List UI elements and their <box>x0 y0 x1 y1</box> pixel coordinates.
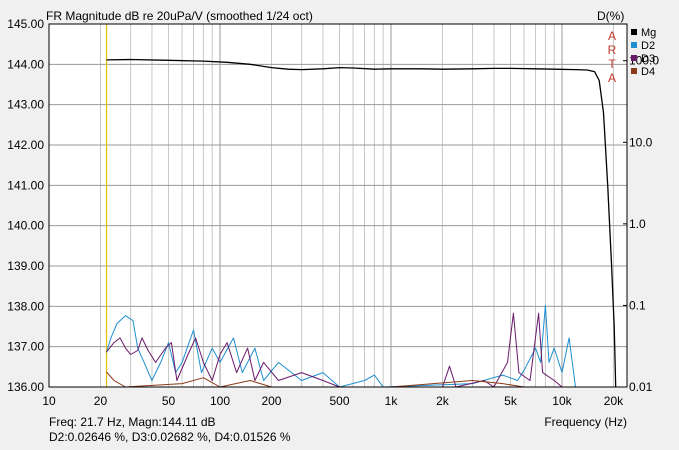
x-tick-label: 500 <box>330 394 350 408</box>
x-tick-label: 20 <box>94 394 108 408</box>
x-axis-title: Frequency (Hz) <box>544 415 627 429</box>
right-axis-title: D(%) <box>597 9 624 23</box>
legend-swatch-mg <box>631 29 637 35</box>
x-tick-label: 10 <box>42 394 56 408</box>
legend-label-d3: D3 <box>641 53 655 65</box>
x-tick-label: 10k <box>552 394 572 408</box>
x-tick-label: 5k <box>504 394 518 408</box>
series-mg-line <box>106 58 617 388</box>
legend-swatch-d2 <box>631 42 637 48</box>
x-tick-label: 1k <box>385 394 399 408</box>
y2-tick-label: 10.0 <box>629 135 653 149</box>
watermark-letter: A <box>608 71 616 85</box>
watermark-letter: T <box>608 57 616 71</box>
legend-label-mg: Mg <box>641 27 656 39</box>
y-tick-label: 137.00 <box>7 340 44 354</box>
y-tick-label: 145.00 <box>7 17 44 31</box>
cursor-readout-freq: Freq: 21.7 Hz, Magn:144.11 dB <box>49 415 216 429</box>
y-tick-label: 136.00 <box>7 380 44 394</box>
y-tick-label: 138.00 <box>7 299 44 313</box>
x-tick-label: 200 <box>261 394 281 408</box>
legend-label-d2: D2 <box>641 40 655 52</box>
plot-area[interactable] <box>49 24 627 387</box>
x-tick-label: 2k <box>436 394 450 408</box>
x-tick-label: 100 <box>210 394 230 408</box>
series-d4-line <box>106 371 525 388</box>
y-tick-label: 139.00 <box>7 259 44 273</box>
legend-label-d4: D4 <box>641 66 655 78</box>
grid <box>49 24 627 387</box>
cursor-readout-distortion: D2:0.02646 %, D3:0.02682 %, D4:0.01526 % <box>49 430 291 444</box>
y-tick-label: 143.00 <box>7 98 44 112</box>
y2-tick-label: 1.0 <box>629 217 646 231</box>
y2-tick-label: 0.01 <box>629 380 653 394</box>
x-tick-label: 50 <box>162 394 176 408</box>
series-d3-line <box>106 312 563 388</box>
y-tick-label: 141.00 <box>7 178 44 192</box>
y2-tick-label: 0.1 <box>629 298 646 312</box>
x-tick-label: 20k <box>604 394 624 408</box>
chart-title: FR Magnitude dB re 20uPa/V (smoothed 1/2… <box>46 9 313 23</box>
y-tick-label: 142.00 <box>7 138 44 152</box>
watermark-letter: A <box>608 29 616 43</box>
y-tick-label: 144.00 <box>7 57 44 71</box>
y-tick-label: 140.00 <box>7 219 44 233</box>
legend-swatch-d3 <box>631 55 637 61</box>
series-d2-line <box>106 304 576 388</box>
legend-swatch-d4 <box>631 68 637 74</box>
watermark-letter: R <box>608 43 617 57</box>
